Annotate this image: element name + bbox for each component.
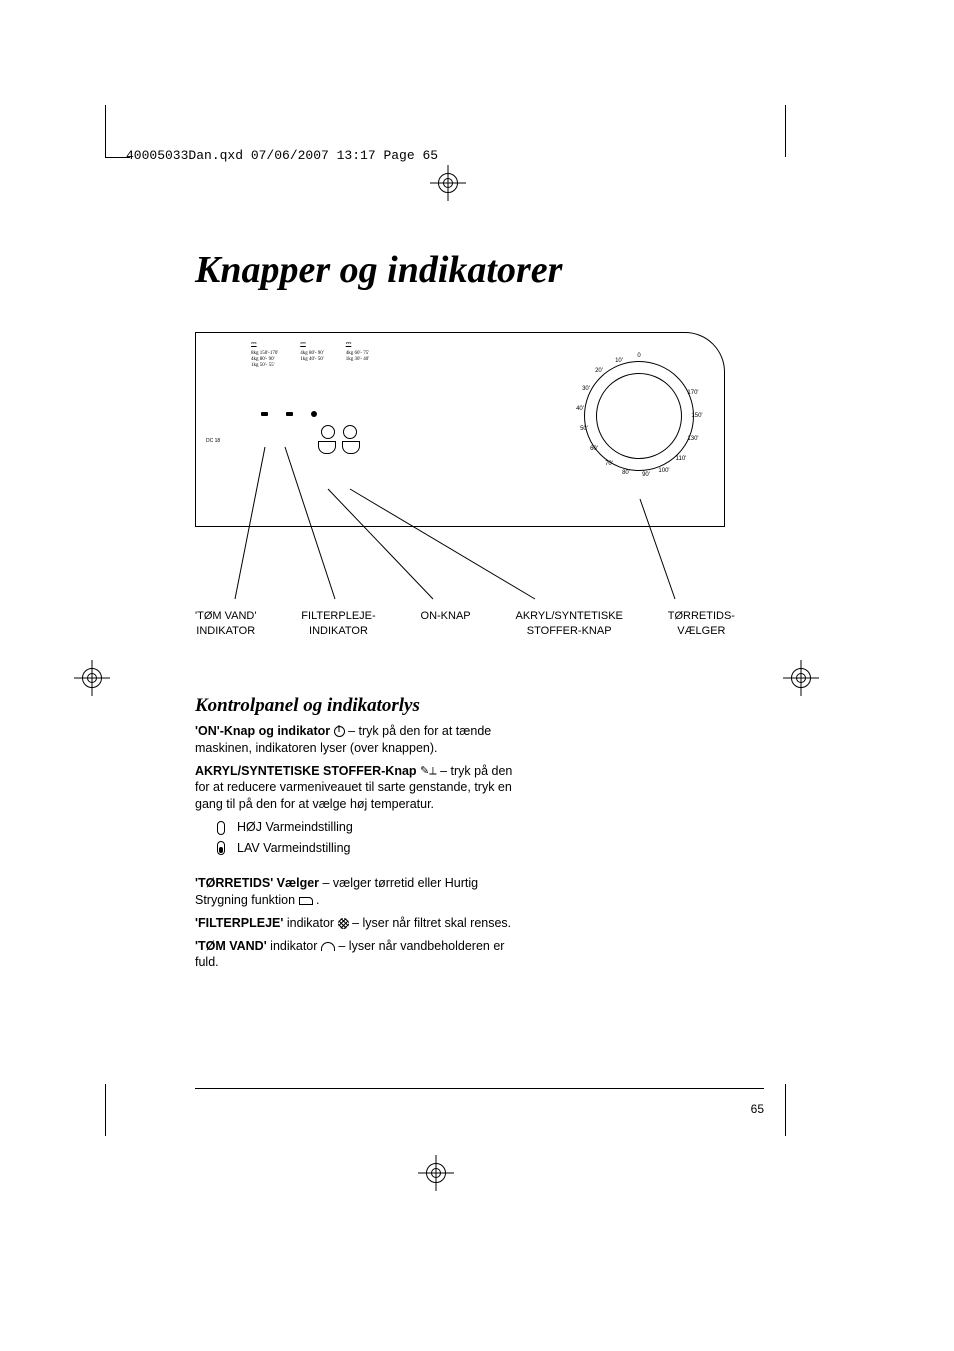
power-icon (334, 726, 345, 737)
crop-mark (785, 1084, 786, 1136)
ref-row: 4kg 60'- 75' (346, 351, 369, 356)
water-icon (321, 942, 335, 951)
callout-labels-row: 'TØM VAND'INDIKATOR FILTERPLEJE-INDIKATOR… (195, 609, 735, 640)
footer-rule (195, 1088, 764, 1089)
dial-number: 0 (637, 353, 640, 359)
callout-lines (195, 539, 725, 609)
ref-row: 4kg 80'- 90' (300, 351, 323, 356)
ref-column: ⎓ 8kg 150'-170'4kg 80'- 90'1kg 50'- 55' (251, 339, 278, 368)
dial-number: 10' (615, 358, 623, 364)
page-number: 65 (751, 1102, 764, 1116)
paragraph-on: 'ON'-Knap og indikator – tryk på den for… (195, 723, 525, 757)
page-content: Knapper og indikatorer ⎓8kg 150'-170'4kg… (105, 158, 785, 977)
section-heading: Kontrolpanel og indikatorlys (195, 695, 785, 717)
body-text: 'ON'-Knap og indikator – tryk på den for… (195, 723, 525, 972)
ref-row: 1kg 30'- 40' (346, 357, 369, 362)
hanger-icon: ⎓ (300, 339, 323, 348)
callout-label: ON-KNAP (421, 609, 471, 640)
callout-label: FILTERPLEJE-INDIKATOR (301, 609, 375, 640)
cupboard-icon: ⎓ (251, 339, 278, 348)
filter-icon (338, 918, 349, 929)
registration-mark (783, 660, 819, 696)
dial-number: 20' (595, 368, 603, 374)
ref-row: 4kg 80'- 90' (251, 357, 278, 362)
paragraph-filter: 'FILTERPLEJE' indikator – lyser når filt… (195, 915, 525, 932)
iron-icon: ⎓ (346, 339, 369, 348)
callout-label: 'TØM VAND'INDIKATOR (195, 609, 256, 640)
crop-mark (105, 1084, 106, 1136)
thermometer-empty-icon (217, 821, 225, 835)
callout-label: TØRRETIDS-VÆLGER (668, 609, 735, 640)
registration-mark (418, 1155, 454, 1191)
ref-column: ⎓ 4kg 80'- 90'1kg 40'- 50' (300, 339, 323, 368)
paragraph-timer: 'TØRRETIDS' Vælger – vælger tørretid ell… (195, 875, 525, 909)
page-title: Knapper og indikatorer (195, 248, 785, 292)
crop-mark (785, 105, 786, 157)
paragraph-synthetic: AKRYL/SYNTETISKE STOFFER-Knap ✎⟂ – tryk … (195, 763, 525, 814)
heat-settings-list: HØJ Varmeindstilling LAV Varmeindstillin… (217, 819, 525, 857)
heat-low: LAV Varmeindstilling (217, 840, 525, 857)
iron-icon (299, 897, 313, 905)
paragraph-water: 'TØM VAND' indikator – lyser når vandbeh… (195, 938, 525, 972)
ref-row: 1kg 50'- 55' (251, 363, 278, 368)
callout-label: AKRYL/SYNTETISKESTOFFER-KNAP (515, 609, 622, 640)
synthetic-icon: ✎⟂ (420, 764, 437, 779)
thermometer-full-icon (217, 841, 225, 855)
ref-column: ⎓ 4kg 60'- 75'1kg 30'- 40' (346, 339, 369, 368)
crop-mark (105, 105, 106, 157)
heat-high: HØJ Varmeindstilling (217, 819, 525, 836)
ref-row: 1kg 40'- 50' (300, 357, 323, 362)
ref-row: 8kg 150'-170' (251, 351, 278, 356)
